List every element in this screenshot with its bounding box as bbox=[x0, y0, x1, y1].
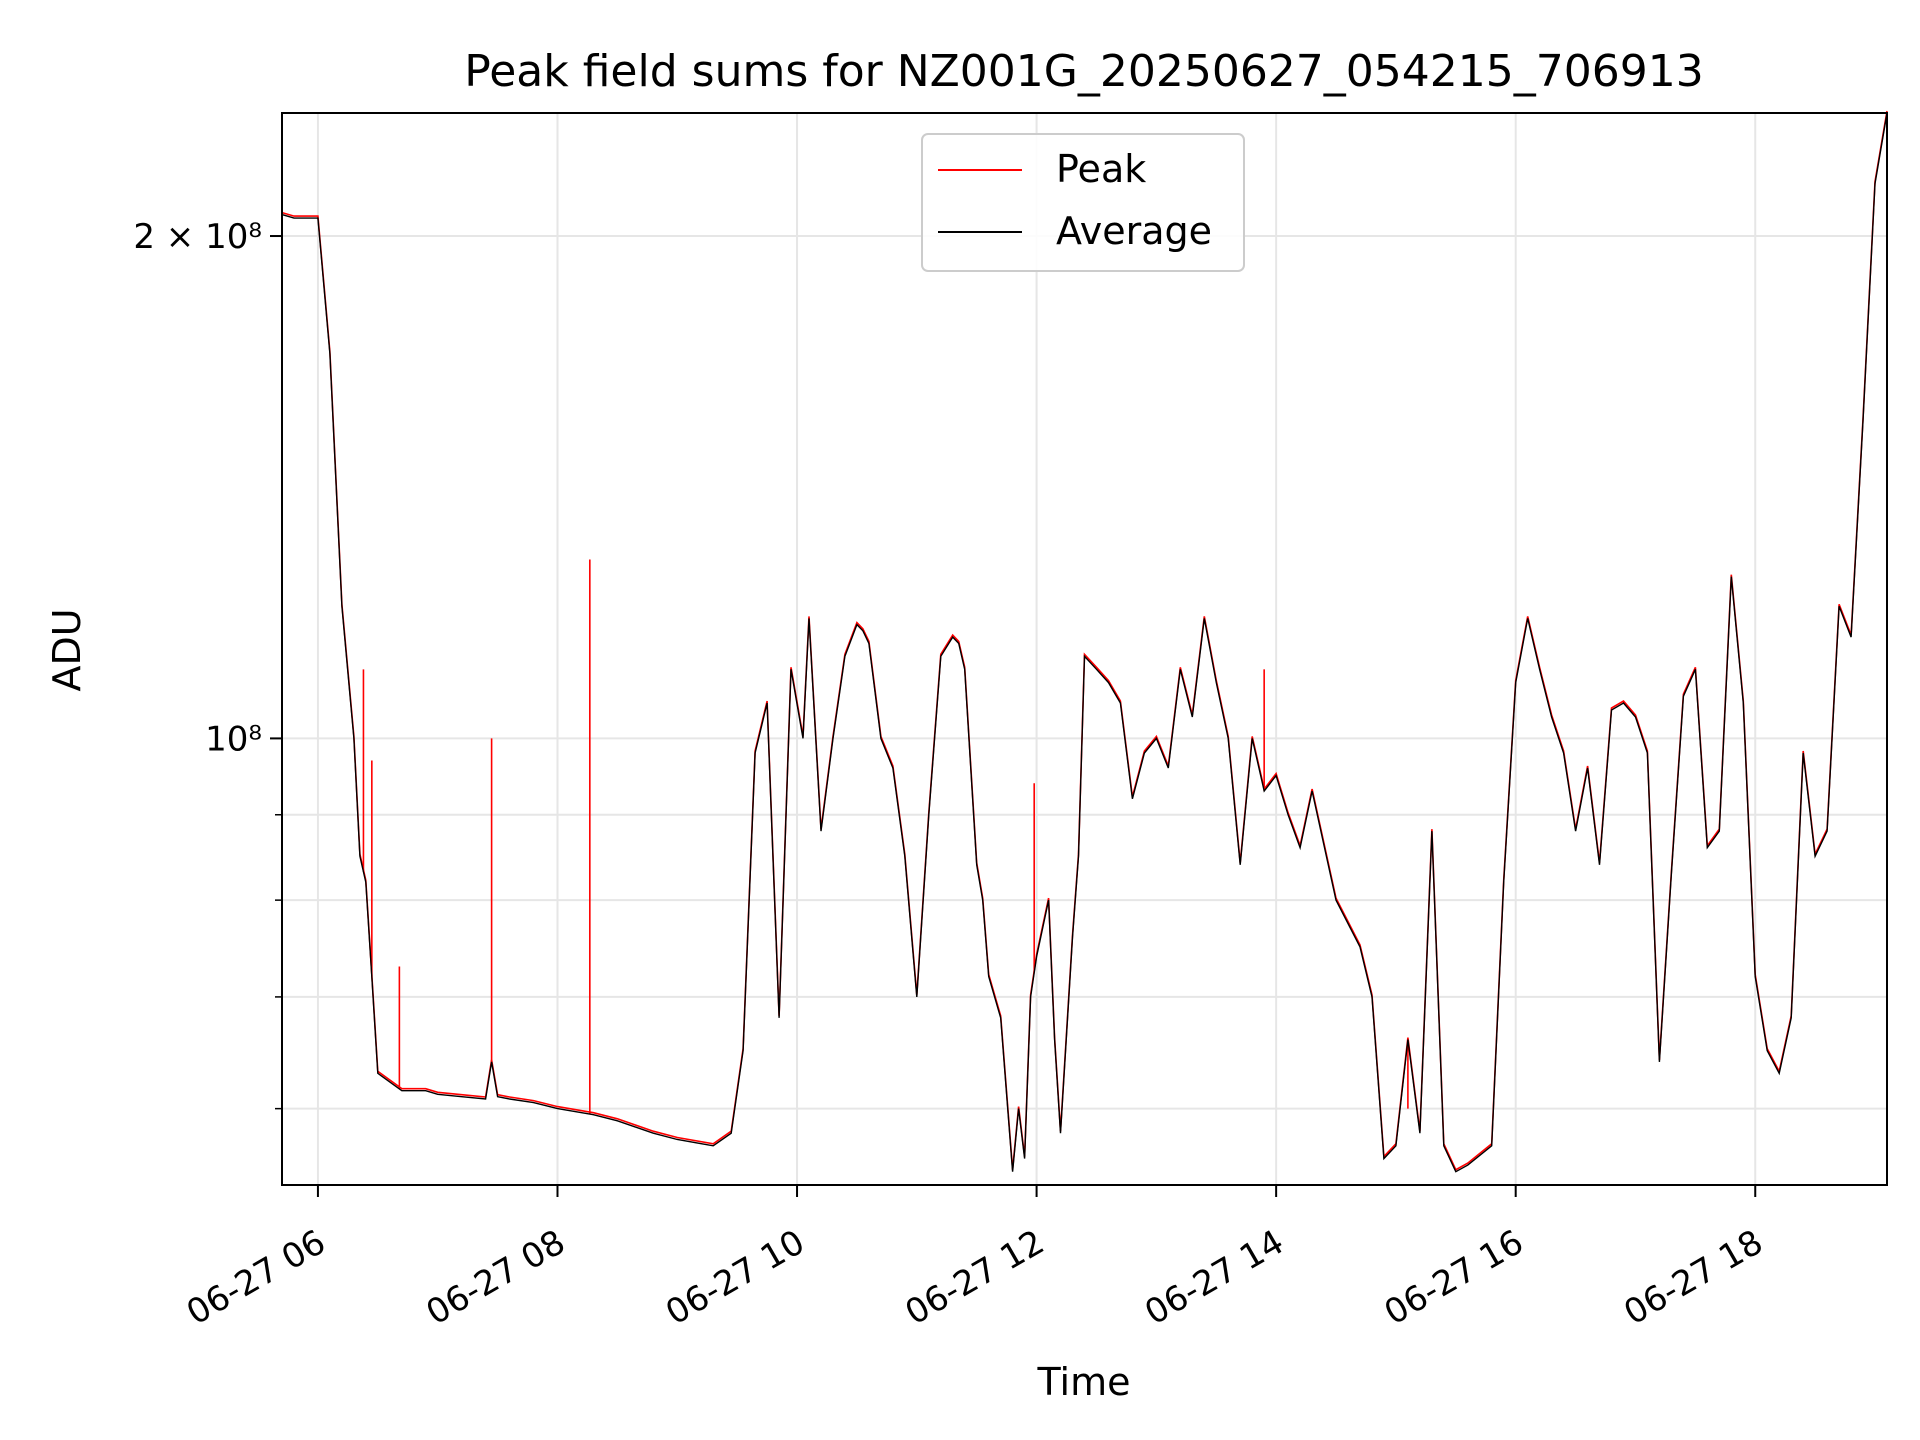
chart-title: Peak field sums for NZ001G_20250627_0542… bbox=[464, 46, 1703, 97]
plot-frame bbox=[281, 112, 1888, 1186]
y-axis-label: ADU bbox=[45, 608, 89, 691]
average-series-line bbox=[281, 112, 1888, 1173]
y-tick-label: 10⁸ bbox=[205, 719, 262, 759]
grid bbox=[282, 113, 1887, 1185]
x-axis-label: Time bbox=[1037, 1360, 1131, 1404]
legend-average-label: Average bbox=[1056, 209, 1212, 253]
legend-box bbox=[921, 133, 1245, 272]
plot-series bbox=[281, 110, 1888, 1173]
legend: Peak Average bbox=[921, 133, 1245, 272]
y-tick-label: 2 × 10⁸ bbox=[133, 217, 262, 257]
peak-series-line bbox=[281, 110, 1888, 1171]
legend-peak-label: Peak bbox=[1056, 147, 1146, 191]
